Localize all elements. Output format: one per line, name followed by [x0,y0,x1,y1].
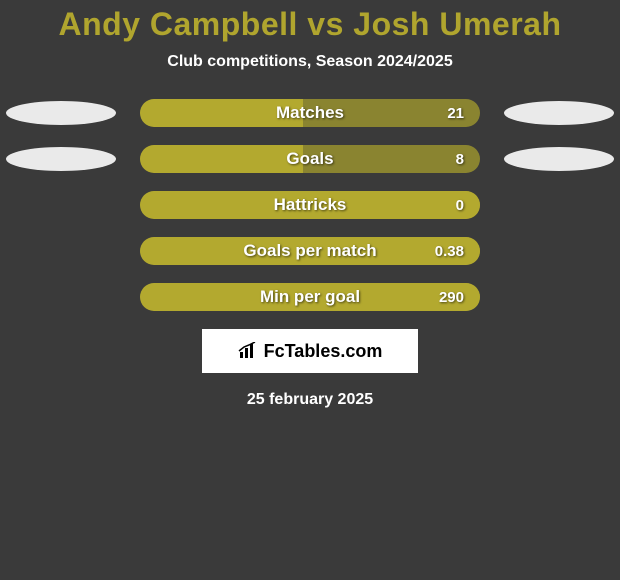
stat-value: 0.38 [435,243,464,260]
stat-bar: Hattricks0 [140,191,480,219]
stat-label: Hattricks [140,195,480,215]
stat-bar: Goals8 [140,145,480,173]
stat-value: 290 [439,289,464,306]
stat-bar: Goals per match0.38 [140,237,480,265]
comparison-rows: Matches21 Goals8 Hattricks0 Goals per match… [0,99,620,311]
player-right-marker [504,101,614,125]
logo-box[interactable]: FcTables.com [202,329,418,373]
player-left-marker [6,147,116,171]
stat-label: Goals per match [140,241,480,261]
player-left-marker [6,101,116,125]
stat-value: 0 [456,197,464,214]
stat-bar: Min per goal290 [140,283,480,311]
brand-logo: FcTables.com [238,341,383,362]
stat-row: Goals8 [0,145,620,173]
barchart-icon [238,342,260,360]
stat-value: 8 [456,151,464,168]
stat-row: Matches21 [0,99,620,127]
page-title: Andy Campbell vs Josh Umerah [0,0,620,43]
subtitle: Club competitions, Season 2024/2025 [0,53,620,71]
stat-row: Min per goal290 [0,283,620,311]
stat-label: Matches [140,103,480,123]
stat-label: Goals [140,149,480,169]
player-right-marker [504,147,614,171]
stat-value: 21 [447,105,464,122]
stat-bar: Matches21 [140,99,480,127]
stat-row: Hattricks0 [0,191,620,219]
brand-text: FcTables.com [264,341,383,362]
date-label: 25 february 2025 [0,391,620,409]
stat-label: Min per goal [140,287,480,307]
stat-row: Goals per match0.38 [0,237,620,265]
